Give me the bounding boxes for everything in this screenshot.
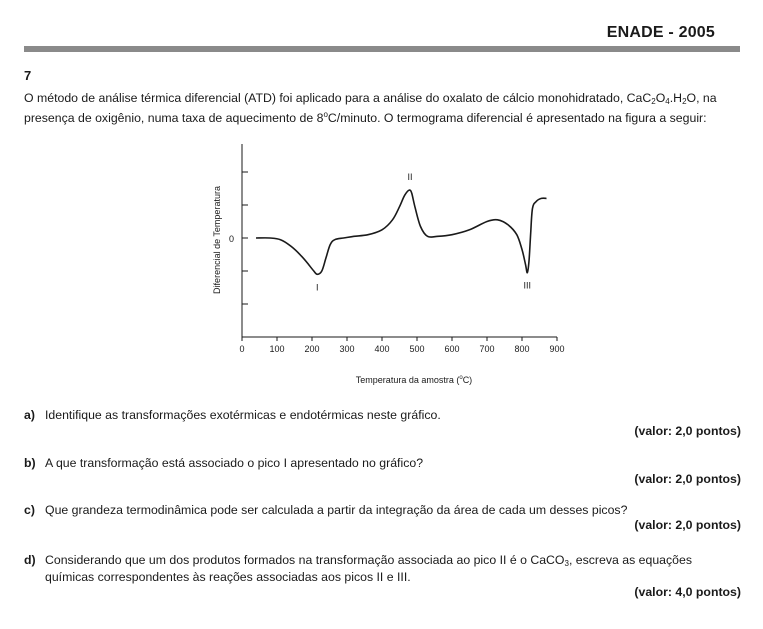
x-tick-label: 0 — [239, 344, 244, 354]
question-number: 7 — [24, 68, 32, 83]
intro-text-5: presença de oxigênio, numa taxa de aquec… — [24, 111, 324, 125]
intro-sub-2: 4 — [665, 97, 670, 106]
item-d-text: Considerando que um dos produtos formado… — [45, 552, 745, 586]
x-tick-label: 100 — [269, 344, 284, 354]
x-tick-label: 800 — [514, 344, 529, 354]
intro-text-4: O, na — [686, 91, 717, 105]
x-tick-label: 500 — [409, 344, 424, 354]
intro-sub-3: 2 — [682, 97, 687, 106]
x-tick-labels: 0 100 200 300 400 500 600 700 800 900 — [239, 344, 564, 354]
item-a-value: (valor: 2,0 pontos) — [634, 424, 741, 438]
item-c-text: Que grandeza termodinâmica pode ser calc… — [45, 503, 628, 517]
intro-sub-1: 2 — [651, 97, 656, 106]
y-axis-label: Diferencial de Temperatura — [212, 186, 222, 294]
x-tick-label: 700 — [479, 344, 494, 354]
item-a-text: Identifique as transformações exotérmica… — [45, 408, 441, 422]
intro-text-2: O — [655, 91, 666, 105]
item-d-text-b: , escreva as equações — [568, 553, 692, 567]
item-d-sub: 3 — [564, 559, 569, 568]
dta-curve-line — [255, 189, 547, 276]
peak-label-iii: III — [523, 281, 531, 291]
x-axis-label: Temperatura da amostra (oC) — [356, 375, 472, 385]
x-tick-label: 300 — [339, 344, 354, 354]
item-c-value: (valor: 2,0 pontos) — [634, 518, 741, 532]
intro-text-6: C/minuto. O termograma diferencial é apr… — [327, 111, 707, 125]
item-d-text-a: Considerando que um dos produtos formado… — [45, 553, 565, 567]
peak-label-ii: II — [407, 172, 412, 182]
peak-label-i: I — [316, 282, 319, 292]
x-tick-label: 600 — [444, 344, 459, 354]
item-d-text-line2: químicas correspondentes às reações asso… — [45, 570, 411, 584]
item-a-letter: a) — [24, 408, 35, 422]
y-axis-ticks — [242, 171, 248, 305]
header-title: ENADE - 2005 — [606, 24, 715, 41]
x-axis-label-prefix: Temperatura da amostra ( — [356, 375, 460, 385]
y-zero-label: 0 — [229, 234, 234, 244]
question-intro: O método de análise térmica diferencial … — [24, 88, 744, 128]
header-rule — [24, 46, 740, 52]
x-axis-label-suffix: C) — [463, 375, 473, 385]
intro-text-3: .H — [669, 91, 683, 105]
item-c-letter: c) — [24, 503, 35, 517]
intro-text-1: O método de análise térmica diferencial … — [24, 91, 652, 105]
intro-degree: o — [323, 110, 328, 119]
item-b-letter: b) — [24, 456, 36, 470]
x-tick-label: 400 — [374, 344, 389, 354]
x-tick-label: 900 — [549, 344, 564, 354]
item-d-letter: d) — [24, 553, 36, 567]
item-d-value: (valor: 4,0 pontos) — [634, 585, 741, 599]
item-b-text: A que transformação está associado o pic… — [45, 456, 424, 470]
item-b-value: (valor: 2,0 pontos) — [634, 472, 741, 486]
x-axis-ticks — [241, 337, 558, 341]
x-axis-label-degree: o — [459, 375, 463, 381]
chart-axes — [241, 144, 557, 338]
x-tick-label: 200 — [304, 344, 319, 354]
